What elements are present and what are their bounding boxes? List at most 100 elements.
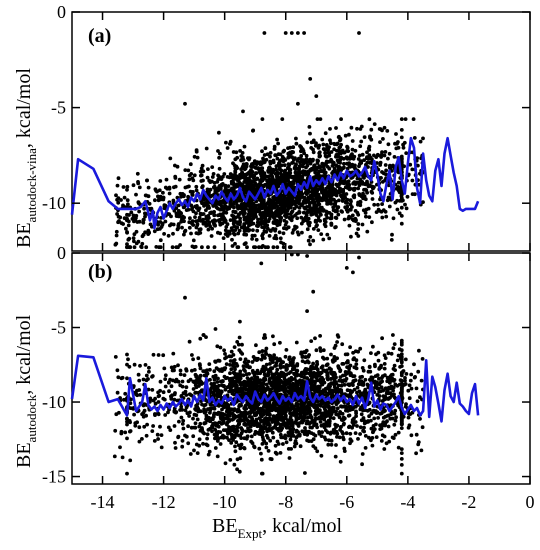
scatter-point xyxy=(134,192,138,197)
scatter-point xyxy=(380,336,384,341)
scatter-point xyxy=(319,232,324,237)
scatter-point xyxy=(266,449,271,453)
scatter-point xyxy=(414,451,418,456)
scatter-point xyxy=(378,411,383,416)
scatter-point xyxy=(232,371,237,376)
scatter-point xyxy=(311,157,315,162)
scatter-point xyxy=(162,232,167,236)
scatter-point xyxy=(288,412,293,417)
scatter-point xyxy=(259,216,264,221)
scatter-point xyxy=(354,358,359,363)
scatter-point xyxy=(197,437,202,442)
scatter-point xyxy=(327,438,331,443)
scatter-point xyxy=(251,386,256,391)
scatter-point xyxy=(409,386,414,391)
scatter-point xyxy=(369,351,373,355)
scatter-point xyxy=(182,232,186,237)
scatter-point xyxy=(360,366,365,370)
scatter-point xyxy=(244,180,249,185)
scatter-point xyxy=(386,142,391,147)
scatter-point xyxy=(248,380,252,385)
scatter-point xyxy=(214,424,219,428)
scatter-point xyxy=(132,239,136,244)
scatter-point xyxy=(268,412,272,417)
scatter-point xyxy=(113,355,118,359)
scatter-point xyxy=(131,236,136,241)
scatter-point xyxy=(350,156,355,161)
scatter-point xyxy=(325,376,330,380)
scatter-point xyxy=(367,435,371,440)
scatter-point xyxy=(317,154,322,159)
scatter-point xyxy=(177,177,182,182)
scatter-point xyxy=(189,203,194,208)
scatter-point xyxy=(242,242,247,247)
scatter-point xyxy=(125,242,129,247)
scatter-point xyxy=(347,223,352,228)
scatter-point xyxy=(125,230,129,234)
scatter-point xyxy=(196,218,201,223)
scatter-point xyxy=(297,421,302,425)
scatter-point xyxy=(232,183,237,188)
scatter-point xyxy=(268,154,272,159)
scatter-point xyxy=(179,415,184,420)
scatter-point xyxy=(389,351,394,356)
scatter-point xyxy=(277,230,282,235)
scatter-point xyxy=(342,217,347,222)
scatter-point xyxy=(291,145,296,150)
scatter-point xyxy=(158,197,163,202)
scatter-point xyxy=(263,217,268,222)
scatter-point xyxy=(358,346,363,351)
scatter-point xyxy=(300,164,305,169)
scatter-point xyxy=(283,183,288,188)
panel-a-frame xyxy=(71,11,531,252)
scatter-point xyxy=(294,162,298,167)
scatter-point xyxy=(256,217,260,222)
scatter-point xyxy=(308,77,313,81)
scatter-point xyxy=(227,389,231,394)
scatter-point xyxy=(349,234,353,239)
scatter-point xyxy=(327,419,332,424)
scatter-point xyxy=(156,411,160,416)
scatter-point xyxy=(339,418,344,422)
scatter-point xyxy=(311,150,316,155)
scatter-point xyxy=(141,377,146,382)
scatter-point xyxy=(249,218,254,223)
scatter-point xyxy=(210,165,215,170)
scatter-point xyxy=(286,152,291,157)
scatter-point xyxy=(335,386,340,391)
y-tick-label: 0 xyxy=(57,2,66,22)
scatter-point xyxy=(313,168,317,172)
scatter-point xyxy=(300,174,304,179)
scatter-point xyxy=(264,352,269,356)
scatter-point xyxy=(357,389,362,394)
scatter-point xyxy=(128,401,133,406)
scatter-point xyxy=(146,377,150,381)
scatter-point xyxy=(218,176,223,181)
scatter-point xyxy=(238,350,243,354)
scatter-point xyxy=(412,362,416,367)
scatter-point xyxy=(339,193,343,198)
scatter-point xyxy=(191,178,196,183)
scatter-point xyxy=(255,176,259,181)
scatter-point xyxy=(352,188,356,192)
scatter-point xyxy=(362,135,367,140)
scatter-point xyxy=(259,419,264,424)
scatter-point xyxy=(246,221,251,225)
scatter-point xyxy=(301,219,306,224)
scatter-point xyxy=(222,348,227,353)
scatter-point xyxy=(214,205,219,210)
scatter-point xyxy=(335,356,339,361)
scatter-point xyxy=(313,404,318,409)
scatter-point xyxy=(187,414,192,418)
scatter-point xyxy=(367,215,372,220)
scatter-point xyxy=(195,405,200,410)
scatter-point xyxy=(311,197,315,202)
scatter-point xyxy=(341,431,345,436)
scatter-point xyxy=(408,378,413,383)
panel-a-scatter-points xyxy=(113,31,425,250)
scatter-point xyxy=(271,167,275,172)
scatter-point xyxy=(319,434,324,438)
scatter-point xyxy=(262,176,267,181)
scatter-point xyxy=(124,226,128,231)
scatter-point xyxy=(172,364,177,369)
